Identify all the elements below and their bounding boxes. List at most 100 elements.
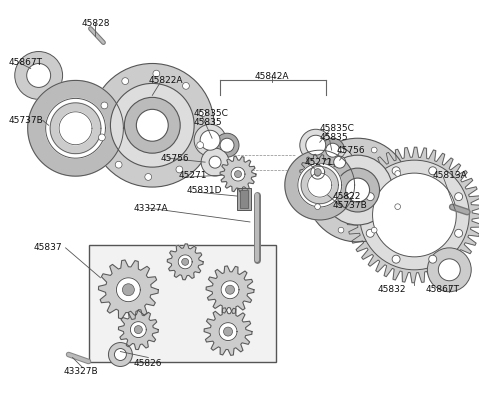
Text: 43327B: 43327B	[63, 367, 98, 377]
Circle shape	[101, 102, 108, 109]
Text: 45813A: 45813A	[432, 171, 467, 180]
Text: 45837: 45837	[34, 243, 62, 252]
Polygon shape	[59, 112, 92, 145]
Polygon shape	[131, 321, 146, 338]
Circle shape	[372, 147, 377, 153]
Polygon shape	[28, 80, 123, 176]
Circle shape	[27, 64, 50, 87]
Circle shape	[209, 156, 221, 168]
Circle shape	[429, 255, 437, 263]
Circle shape	[115, 161, 122, 168]
Polygon shape	[311, 165, 324, 179]
Circle shape	[98, 134, 105, 141]
Circle shape	[114, 349, 126, 360]
Text: 45271: 45271	[305, 158, 333, 167]
Circle shape	[314, 168, 321, 176]
Circle shape	[197, 142, 204, 148]
Circle shape	[134, 326, 143, 334]
Text: 45867T: 45867T	[9, 58, 43, 67]
Polygon shape	[285, 150, 355, 220]
Circle shape	[427, 248, 471, 292]
Circle shape	[91, 64, 214, 187]
Text: 45737B: 45737B	[9, 116, 44, 125]
Circle shape	[366, 229, 374, 237]
Circle shape	[338, 147, 344, 153]
Circle shape	[122, 78, 129, 84]
Circle shape	[429, 167, 437, 175]
Polygon shape	[206, 266, 254, 314]
Polygon shape	[167, 244, 203, 280]
Text: 45835: 45835	[193, 118, 222, 127]
Polygon shape	[301, 166, 338, 204]
Circle shape	[182, 82, 189, 89]
Text: 45822: 45822	[333, 191, 361, 201]
Circle shape	[392, 167, 400, 175]
Circle shape	[122, 284, 134, 296]
Circle shape	[226, 285, 235, 294]
Circle shape	[321, 138, 345, 162]
Bar	[240, 190, 248, 208]
Circle shape	[455, 193, 463, 201]
Text: 45867T: 45867T	[425, 285, 459, 294]
Text: 45756: 45756	[336, 146, 365, 155]
Polygon shape	[347, 147, 480, 283]
Text: 45835: 45835	[320, 133, 348, 142]
Circle shape	[315, 171, 321, 176]
Polygon shape	[231, 167, 245, 181]
Text: 45826: 45826	[134, 359, 163, 369]
Circle shape	[199, 110, 206, 117]
Circle shape	[306, 138, 409, 242]
Text: 45835C: 45835C	[193, 109, 228, 118]
Circle shape	[200, 130, 220, 150]
Circle shape	[110, 84, 194, 167]
Polygon shape	[300, 154, 336, 190]
Circle shape	[346, 178, 370, 202]
Circle shape	[395, 204, 400, 209]
Text: 45822A: 45822A	[148, 76, 183, 85]
Polygon shape	[117, 278, 140, 302]
Circle shape	[334, 156, 346, 168]
Circle shape	[300, 129, 332, 161]
Circle shape	[220, 138, 234, 152]
Text: 45842A: 45842A	[255, 72, 289, 82]
Polygon shape	[178, 255, 192, 269]
Circle shape	[326, 143, 340, 157]
Circle shape	[108, 343, 132, 367]
Circle shape	[455, 229, 463, 237]
Polygon shape	[298, 163, 342, 207]
Circle shape	[153, 70, 160, 77]
Text: 45832: 45832	[377, 285, 406, 294]
Circle shape	[366, 193, 374, 201]
Circle shape	[306, 135, 326, 155]
Circle shape	[194, 124, 226, 156]
Text: 45831D: 45831D	[186, 186, 222, 194]
Circle shape	[215, 133, 239, 157]
Bar	[88, 245, 276, 362]
Circle shape	[235, 171, 241, 178]
Polygon shape	[308, 173, 332, 197]
Polygon shape	[219, 323, 237, 341]
Circle shape	[360, 160, 469, 270]
Circle shape	[224, 327, 232, 336]
Circle shape	[323, 155, 393, 225]
Circle shape	[124, 97, 180, 153]
Text: 45835C: 45835C	[320, 124, 355, 133]
Circle shape	[326, 148, 354, 176]
Circle shape	[201, 148, 229, 176]
Circle shape	[336, 168, 380, 212]
Circle shape	[338, 227, 344, 233]
Polygon shape	[46, 98, 106, 158]
Text: 45271: 45271	[178, 171, 207, 180]
Bar	[237, 188, 251, 210]
Circle shape	[176, 166, 183, 173]
Polygon shape	[50, 103, 101, 154]
Text: 45756: 45756	[160, 154, 189, 163]
Polygon shape	[119, 310, 158, 349]
Circle shape	[372, 227, 377, 233]
Circle shape	[395, 171, 400, 176]
Circle shape	[315, 204, 321, 209]
Circle shape	[15, 51, 62, 99]
Polygon shape	[98, 260, 158, 319]
Polygon shape	[221, 281, 239, 299]
Polygon shape	[220, 156, 256, 192]
